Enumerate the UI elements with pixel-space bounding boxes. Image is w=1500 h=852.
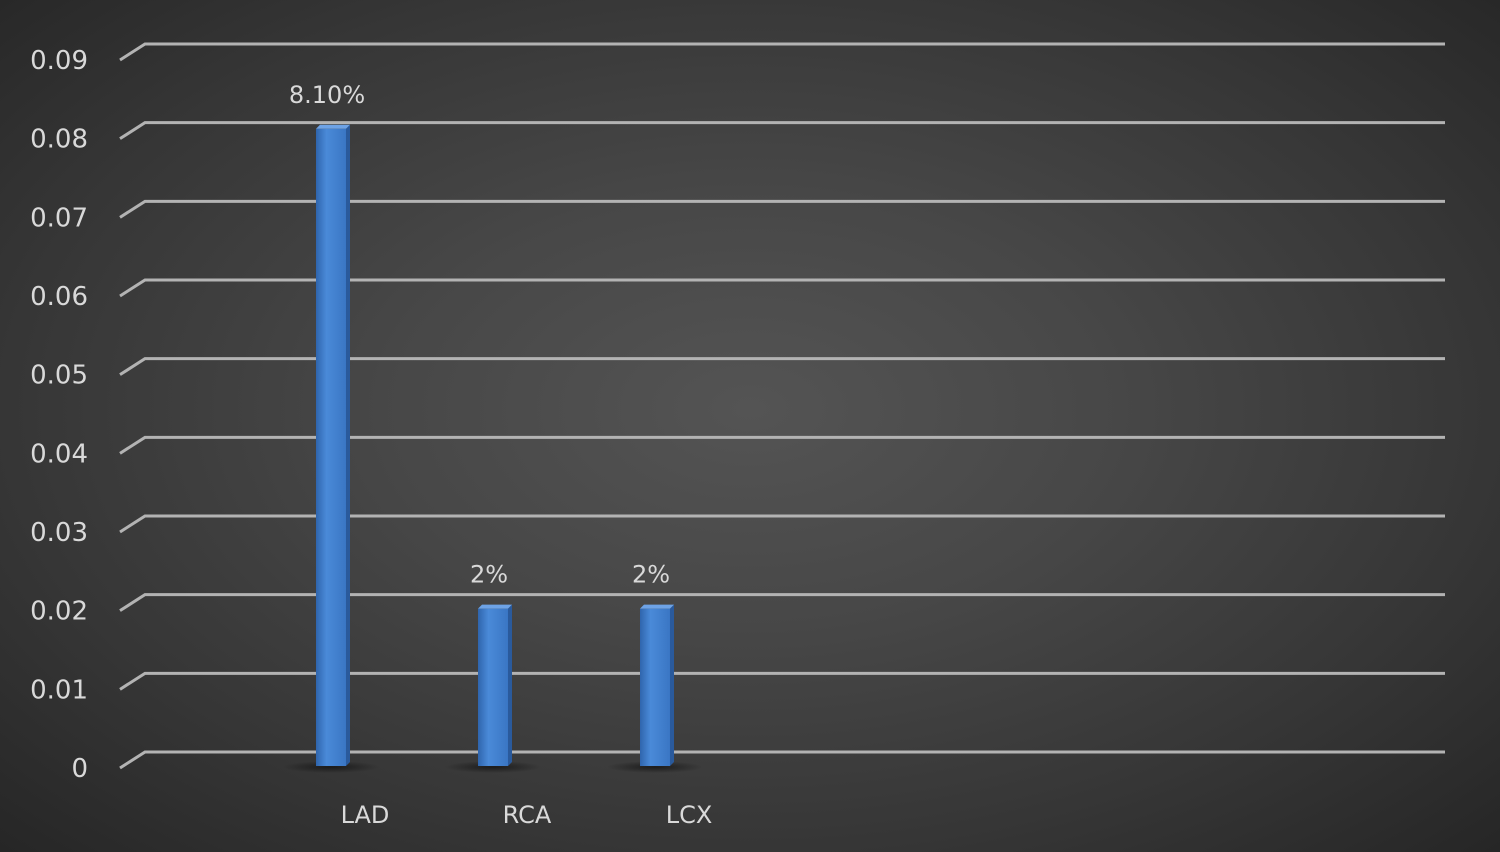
y-tick-label: 0.09 xyxy=(30,46,88,76)
y-tick-label: 0.02 xyxy=(30,597,88,627)
bar xyxy=(607,604,703,773)
data-label: 8.10% xyxy=(289,81,365,109)
y-tick-label: 0.05 xyxy=(30,361,88,391)
bar-shadow xyxy=(445,761,541,773)
bar xyxy=(445,604,541,773)
bar-top xyxy=(478,604,512,609)
x-tick-label: LAD xyxy=(341,801,390,829)
gridline xyxy=(119,671,1445,691)
y-axis-tick-labels: 0 0.01 0.02 0.03 0.04 0.05 0.06 0.07 0.08 0.09 xyxy=(30,46,88,784)
y-tick-label: 0.08 xyxy=(30,125,88,155)
gridline xyxy=(119,121,1445,140)
bar-side xyxy=(670,604,674,766)
y-tick-label: 0.07 xyxy=(30,203,88,233)
x-tick-label: LCX xyxy=(666,801,713,829)
bar-top xyxy=(316,124,350,129)
gridlines xyxy=(119,42,1445,770)
y-tick-label: 0.01 xyxy=(30,675,88,705)
y-tick-label: 0.03 xyxy=(30,518,88,548)
bar-front xyxy=(640,608,670,766)
bar-shadow xyxy=(283,761,379,773)
bar-front xyxy=(478,608,508,766)
data-labels: 8.10% 2% 2% xyxy=(289,81,670,589)
gridline xyxy=(119,435,1445,455)
data-label: 2% xyxy=(632,561,670,589)
y-tick-label: 0.06 xyxy=(30,282,88,312)
bar-shadow xyxy=(607,761,703,773)
x-tick-label: RCA xyxy=(503,801,552,829)
bar-front xyxy=(316,128,346,767)
bar-side xyxy=(508,604,512,766)
gridline xyxy=(119,593,1445,612)
y-tick-label: 0.04 xyxy=(30,439,88,469)
x-axis-category-labels: LAD RCA LCX xyxy=(341,801,713,829)
gridline xyxy=(119,199,1445,219)
data-label: 2% xyxy=(470,561,508,589)
gridline xyxy=(119,750,1445,770)
gridline xyxy=(119,278,1445,298)
gridline xyxy=(119,357,1445,376)
y-tick-label: 0 xyxy=(71,754,88,784)
bar-side xyxy=(346,124,350,767)
bars xyxy=(283,124,703,773)
gridline xyxy=(119,514,1445,534)
bar-top xyxy=(640,604,674,609)
bar xyxy=(283,124,379,773)
gridline xyxy=(119,42,1445,62)
